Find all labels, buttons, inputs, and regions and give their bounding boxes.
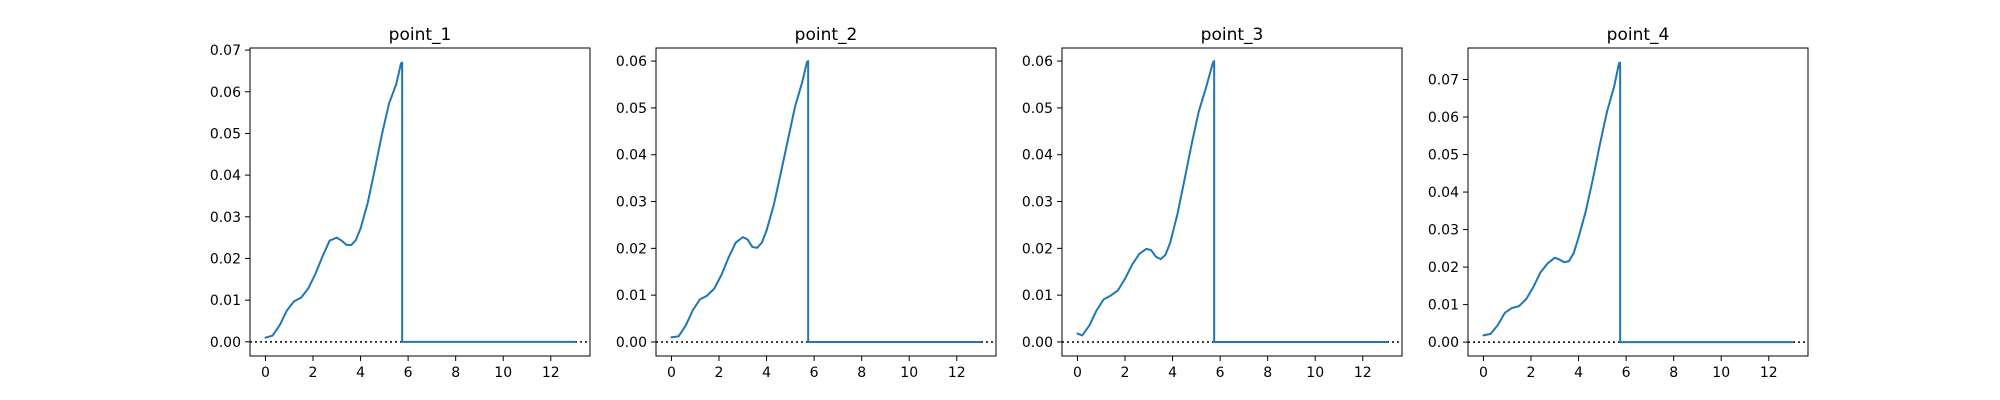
x-tick-label: 10 xyxy=(494,365,512,381)
x-tick-label: 4 xyxy=(762,365,771,381)
x-tick-label: 2 xyxy=(1121,365,1130,381)
y-tick-label: 0.02 xyxy=(210,251,241,267)
y-tick-label: 0.05 xyxy=(1022,101,1053,117)
y-tick-label: 0.06 xyxy=(616,54,647,70)
y-tick-label: 0.04 xyxy=(1022,148,1053,164)
subplot-point-2: point_2 0 2 4 6 8 10 12 0.00 0.01 0.02 0.03 0.04 0.0… xyxy=(616,25,997,381)
x-tick-label: 2 xyxy=(1527,365,1536,381)
x-tick-label: 12 xyxy=(948,365,966,381)
x-tick-label: 12 xyxy=(542,365,560,381)
x-tick-label: 4 xyxy=(1574,365,1583,381)
series-line xyxy=(1482,61,1794,344)
y-tick-label: 0.06 xyxy=(1022,54,1053,70)
y-tick-label: 0.05 xyxy=(1428,148,1459,164)
y-tick-label: 0.01 xyxy=(1428,298,1459,314)
x-tick-label: 6 xyxy=(1622,365,1631,381)
axes-frame xyxy=(249,47,591,357)
x-tick-label: 0 xyxy=(667,365,676,381)
axes-frame xyxy=(1467,47,1809,357)
y-tick-label: 0.03 xyxy=(1022,195,1053,211)
y-tick-label: 0.03 xyxy=(210,210,241,226)
subplot-point-3: point_3 0 2 4 6 8 10 12 0.00 0.01 0.02 0.03 0.04 0.0… xyxy=(1022,25,1403,381)
x-tick-label: 2 xyxy=(715,365,724,381)
y-tick-label: 0.00 xyxy=(616,335,647,351)
x-tick-label: 8 xyxy=(857,365,866,381)
x-tick-label: 8 xyxy=(1263,365,1272,381)
y-tick-label: 0.02 xyxy=(1428,260,1459,276)
x-tick-label: 10 xyxy=(1306,365,1324,381)
x-tick-label: 12 xyxy=(1354,365,1372,381)
subplot-title: point_3 xyxy=(1201,25,1264,45)
x-tick-label: 8 xyxy=(451,365,460,381)
series-line xyxy=(670,60,982,343)
axes-frame xyxy=(1061,47,1403,357)
subplot-title: point_4 xyxy=(1607,25,1670,45)
y-tick-label: 0.06 xyxy=(210,85,241,101)
x-tick-label: 6 xyxy=(404,365,413,381)
x-tick-label: 6 xyxy=(810,365,819,381)
x-tick-label: 4 xyxy=(1168,365,1177,381)
y-tick-label: 0.03 xyxy=(616,195,647,211)
y-tick-label: 0.00 xyxy=(1022,335,1053,351)
x-tick-label: 12 xyxy=(1760,365,1778,381)
y-tick-label: 0.04 xyxy=(1428,185,1459,201)
y-tick-label: 0.05 xyxy=(616,101,647,117)
x-tick-label: 0 xyxy=(1479,365,1488,381)
x-tick-label: 4 xyxy=(356,365,365,381)
axes-frame xyxy=(655,47,997,357)
y-tick-label: 0.05 xyxy=(210,126,241,142)
x-tick-label: 0 xyxy=(1073,365,1082,381)
y-tick-label: 0.07 xyxy=(1428,73,1459,89)
subplot-point-4: point_4 0 2 4 6 8 10 12 0.00 0.01 0.02 0.03 0.04 0.0… xyxy=(1428,25,1809,381)
y-tick-label: 0.07 xyxy=(210,43,241,59)
x-tick-label: 8 xyxy=(1669,365,1678,381)
y-tick-label: 0.00 xyxy=(1428,335,1459,351)
y-tick-label: 0.01 xyxy=(1022,288,1053,304)
y-tick-label: 0.02 xyxy=(1022,241,1053,257)
x-tick-label: 10 xyxy=(1712,365,1730,381)
y-tick-label: 0.00 xyxy=(210,335,241,351)
y-tick-label: 0.04 xyxy=(616,148,647,164)
x-tick-label: 2 xyxy=(309,365,318,381)
subplot-title: point_1 xyxy=(389,25,452,45)
x-tick-label: 6 xyxy=(1216,365,1225,381)
x-tick-label: 0 xyxy=(261,365,270,381)
y-tick-label: 0.03 xyxy=(1428,223,1459,239)
y-tick-label: 0.04 xyxy=(210,168,241,184)
subplot-title: point_2 xyxy=(795,25,858,45)
y-tick-label: 0.01 xyxy=(210,293,241,309)
y-tick-label: 0.02 xyxy=(616,241,647,257)
y-tick-label: 0.01 xyxy=(616,288,647,304)
subplot-point-1: point_1 0 2 4 6 8 10 12 0.00 0.01 0.02 0.03 0.04 0.0… xyxy=(210,25,591,381)
x-tick-label: 10 xyxy=(900,365,918,381)
series-line xyxy=(1076,60,1388,343)
series-line xyxy=(264,61,576,343)
y-tick-label: 0.06 xyxy=(1428,110,1459,126)
